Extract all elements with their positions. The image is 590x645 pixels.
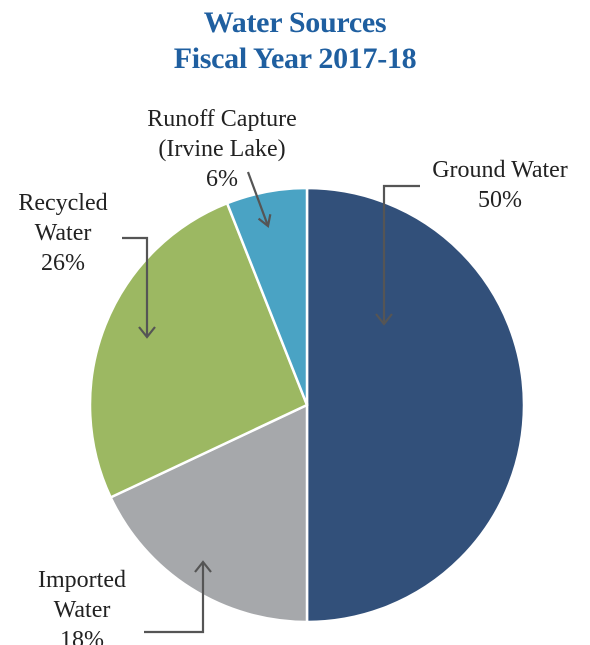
arrow-head-ground-water <box>375 313 393 326</box>
pie-slice-ground-water <box>305 186 526 624</box>
slice-label-recycled-water: Recycled <box>18 190 107 216</box>
label-arrow-recycled-water <box>122 236 149 337</box>
pie-slice-imported-water <box>108 403 309 624</box>
chart-subtitle: Fiscal Year 2017-18 <box>173 42 417 75</box>
slice-label-runoff-capture-irvine-lake: Runoff Capture <box>147 106 297 132</box>
label-arrow-ground-water <box>382 184 420 324</box>
data-label-imported-water: 18% <box>60 627 104 645</box>
data-label-ground-water: 50% <box>478 187 522 213</box>
data-label-recycled-water: 26% <box>41 250 85 276</box>
arrow-head-imported-water <box>194 560 212 573</box>
slice-label-ground-water: Ground Water <box>432 157 568 183</box>
label-arrow-runoff-capture-irvine-lake <box>246 171 270 227</box>
chart-title: Water Sources <box>203 6 387 39</box>
pie-slice-runoff-capture-irvine-lake <box>225 186 309 406</box>
arrow-head-runoff-capture-irvine-lake <box>257 214 272 228</box>
slice-label-runoff-capture-irvine-lake: (Irvine Lake) <box>158 136 285 162</box>
arrow-head-recycled-water <box>138 326 156 339</box>
pie-slice-recycled-water <box>88 201 309 500</box>
label-arrow-imported-water <box>144 562 205 634</box>
data-label-runoff-capture-irvine-lake: 6% <box>206 166 238 192</box>
slice-label-recycled-water: Water <box>35 220 92 246</box>
slice-label-imported-water: Water <box>54 597 111 623</box>
slice-label-imported-water: Imported <box>38 567 126 593</box>
